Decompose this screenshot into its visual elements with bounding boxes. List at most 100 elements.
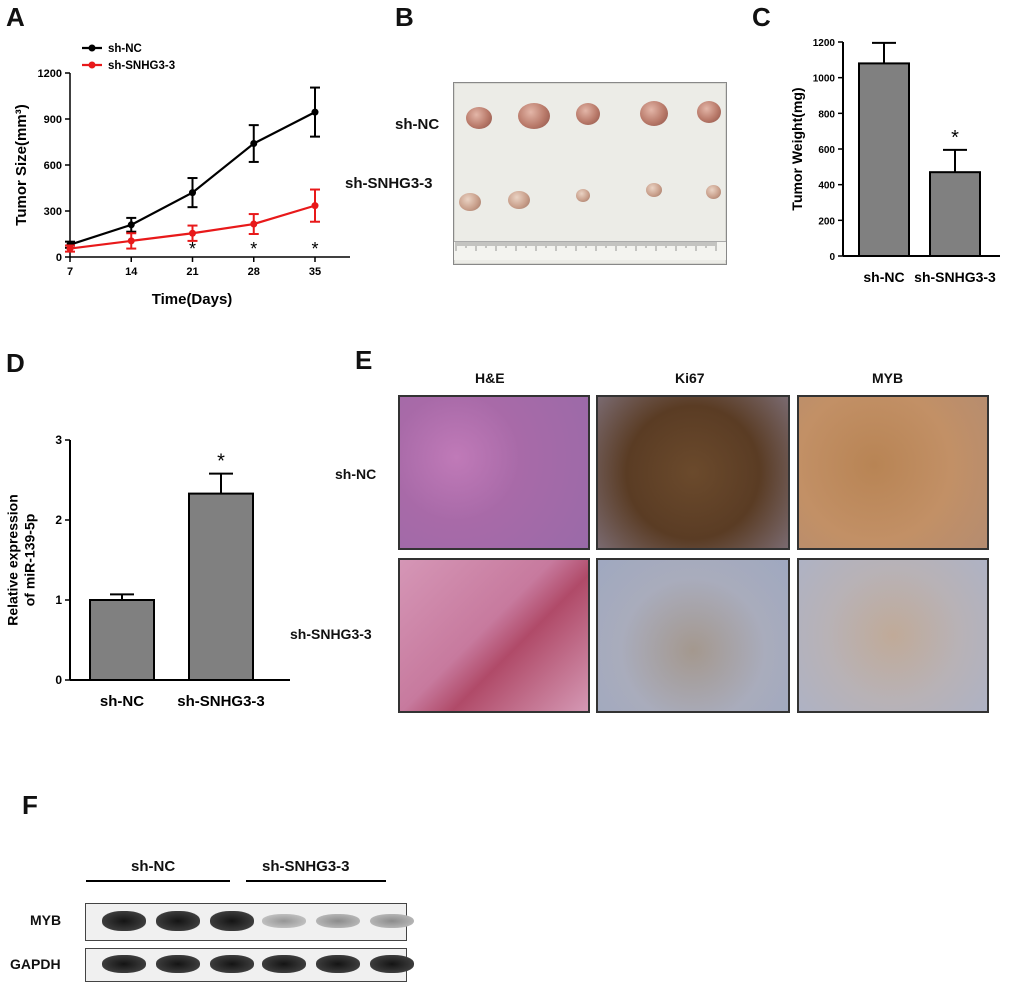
ihc-he-sh-nc (398, 395, 590, 550)
y-tick-label: 400 (818, 181, 835, 192)
y-tick-label: 0 (56, 252, 62, 264)
data-point (189, 229, 196, 237)
y-tick-label: 300 (44, 206, 62, 218)
myb-band-1 (102, 911, 146, 931)
y-tick-label: 3 (55, 433, 62, 447)
data-point (66, 245, 74, 253)
legend-marker (88, 61, 96, 69)
ihc-column-myb: MYB (872, 370, 904, 386)
tumor-nc-2 (518, 103, 550, 129)
blot-group-label-sh-snhg3-3: sh-SNHG3-3 (262, 858, 350, 875)
y-axis-label: Relative expressionof miR-139-5p (5, 494, 38, 626)
x-tick-label: 7 (67, 266, 73, 278)
tumor-weight-bar-chart: 0 200 400 600 800 1000 1200 sh-NC sh-SNHG3-3 * Tum… (789, 38, 1000, 285)
ihc-he-sh-snhg3-3 (398, 558, 590, 713)
tumor-nc-3 (576, 103, 600, 125)
photo-row-label-sh-snhg3-3: sh-SNHG3-3 (345, 175, 433, 192)
tumor-nc-1 (466, 107, 492, 129)
tumor-nc-4 (640, 101, 668, 126)
bar-0 (858, 62, 910, 258)
blot-group-line-sh-snhg3-3 (246, 880, 386, 882)
tumor-snhg3-1 (459, 193, 481, 211)
myb-band-4 (262, 913, 306, 929)
y-tick-label: 0 (829, 252, 835, 263)
x-tick-label: 14 (125, 266, 138, 278)
legend-marker (88, 44, 96, 52)
gapdh-band-4 (262, 955, 306, 973)
myb-band-6 (370, 913, 414, 929)
tumor-snhg3-2 (508, 191, 530, 209)
ihc-myb-sh-nc (797, 395, 989, 550)
tumor-snhg3-5 (706, 185, 721, 199)
legend-label: sh-SNHG3-3 (108, 60, 175, 72)
significance-star: * (217, 451, 225, 473)
data-point (127, 237, 135, 245)
data-point (311, 108, 319, 116)
data-point (311, 202, 319, 210)
significance-star: * (311, 239, 318, 259)
category-label: sh-SNHG3-3 (177, 693, 265, 710)
blot-row-label-gapdh: GAPDH (10, 956, 61, 972)
x-tick-label: 21 (186, 266, 198, 278)
ihc-row-label-sh-nc: sh-NC (335, 466, 377, 482)
y-tick-label: 0 (55, 673, 62, 687)
y-tick-label: 200 (818, 216, 835, 227)
bar-1 (188, 492, 254, 681)
significance-star: * (250, 239, 257, 259)
ihc-myb-sh-snhg3-3 (797, 558, 989, 713)
y-axis-label: Tumor Size(mm³) (13, 104, 30, 225)
tumor-nc-5 (697, 101, 721, 123)
blot-gapdh (85, 948, 414, 982)
significance-star: * (951, 127, 959, 149)
panel-label-b: B (395, 2, 414, 32)
bar-0 (89, 599, 155, 681)
x-tick-label: 28 (248, 266, 260, 278)
panel-label-a: A (6, 2, 25, 32)
significance-star: * (189, 239, 196, 259)
gapdh-band-2 (156, 955, 200, 973)
ruler (454, 241, 726, 260)
y-tick-label: 1200 (813, 38, 836, 49)
data-point (250, 220, 258, 228)
ihc-row-label-sh-snhg3-3: sh-SNHG3-3 (290, 626, 372, 642)
blot-group-line-sh-nc (86, 880, 230, 882)
blot-row-label-myb: MYB (30, 912, 62, 928)
gapdh-band-1 (102, 955, 146, 973)
y-tick-label: 1 (55, 593, 62, 607)
ihc-ki67-sh-nc (596, 395, 790, 550)
tumor-photograph (453, 82, 727, 265)
category-label: sh-NC (100, 693, 144, 710)
myb-band-3 (210, 911, 254, 931)
y-tick-label: 600 (44, 160, 62, 172)
y-tick-label: 800 (818, 109, 835, 120)
myb-band-2 (156, 911, 200, 931)
data-point (127, 221, 135, 229)
category-label: sh-SNHG3-3 (914, 269, 996, 285)
tumor-size-line-chart: 0 300 600 900 1200 7 14 21 28 35 Time(Days) Tumor S… (13, 43, 350, 308)
y-axis-label: Tumor Weight(mg) (789, 87, 805, 210)
myb-band-5 (316, 913, 360, 929)
x-axis-label: Time(Days) (152, 291, 233, 308)
bar-1 (929, 171, 981, 257)
blot-myb (85, 903, 414, 941)
y-tick-label: 1200 (38, 68, 62, 80)
panel-label-c: C (752, 2, 771, 32)
legend-label: sh-NC (108, 43, 142, 55)
mir-139-5p-bar-chart: 0 1 2 3 sh-NC sh-SNHG3-3 * Relative expressiono… (5, 433, 290, 710)
gapdh-band-5 (316, 955, 360, 973)
ruler-ticks (455, 242, 717, 251)
tumor-snhg3-4 (646, 183, 662, 197)
data-point (189, 189, 196, 197)
data-point (250, 140, 258, 148)
ihc-column-ki67: Ki67 (675, 370, 705, 386)
panel-label-f: F (22, 790, 38, 820)
tumor-snhg3-3 (576, 189, 590, 202)
y-tick-label: 2 (55, 513, 62, 527)
y-tick-label: 900 (44, 114, 62, 126)
gapdh-band-3 (210, 955, 254, 973)
blot-group-label-sh-nc: sh-NC (131, 858, 176, 875)
panel-label-d: D (6, 348, 25, 378)
category-label: sh-NC (863, 269, 904, 285)
panel-label-e: E (355, 345, 373, 375)
ihc-column-he: H&E (475, 370, 505, 386)
